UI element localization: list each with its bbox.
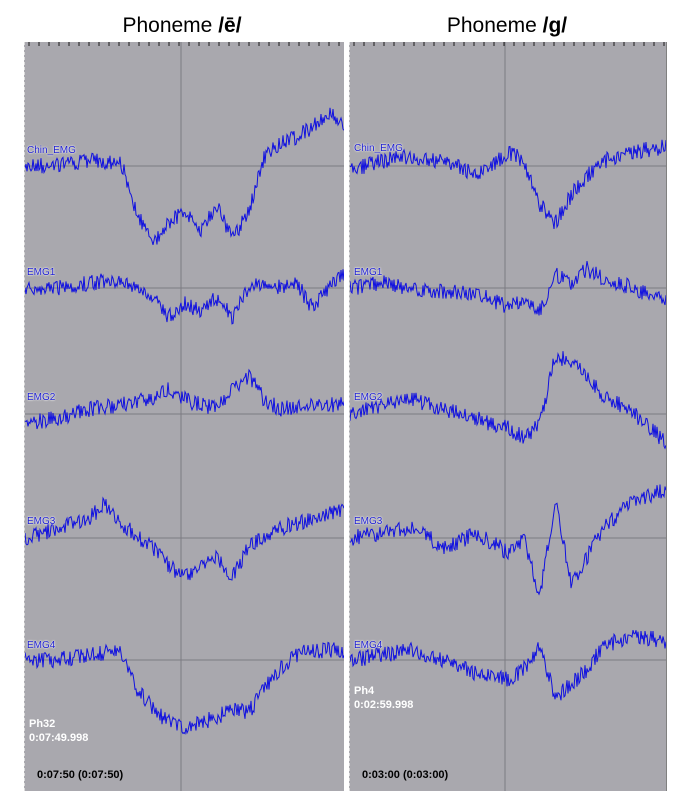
- emg-trace-emg4: [350, 629, 666, 701]
- channel-label: EMG1: [27, 267, 56, 278]
- emg-traces-left: [25, 42, 344, 791]
- channel-label: EMG2: [27, 392, 56, 403]
- channel-label: EMG4: [27, 640, 56, 651]
- time-footer: 0:03:00 (0:03:00): [362, 769, 449, 781]
- channel-label: EMG3: [354, 516, 383, 527]
- emg-trace-emg3: [25, 496, 344, 581]
- emg-panel-right: Chin_EMG EMG1 EMG2 EMG3 EMG4 Ph4 0:02:59…: [349, 42, 667, 791]
- emg-trace-emg2: [350, 351, 666, 450]
- channel-label: Chin_EMG: [27, 145, 76, 156]
- channel-label: EMG2: [354, 392, 383, 403]
- emg-trace-emg4: [25, 641, 344, 735]
- emg-panel-left: Chin_EMG EMG1 EMG2 EMG3 EMG4 Ph32 0:07:4…: [24, 42, 344, 791]
- title-prefix: Phoneme: [122, 14, 219, 37]
- channel-label: Chin_EMG: [354, 143, 403, 154]
- emg-trace-chin-emg: [25, 107, 344, 246]
- emg-traces-right: [350, 42, 666, 791]
- title-phoneme: /g/: [542, 14, 568, 37]
- emg-trace-emg3: [350, 484, 666, 596]
- channel-label: EMG1: [354, 267, 383, 278]
- title-phoneme: /ē/: [218, 14, 242, 37]
- marker-time: 0:07:49.998: [29, 732, 89, 744]
- time-footer: 0:07:50 (0:07:50): [37, 769, 124, 781]
- emg-trace-emg1: [25, 269, 344, 325]
- marker-time: 0:02:59.998: [354, 699, 414, 711]
- panel-title: Phoneme /g/: [348, 14, 666, 38]
- channel-label: EMG3: [27, 516, 56, 527]
- emg-trace-emg1: [350, 261, 666, 316]
- marker-label: Ph32: [29, 718, 56, 730]
- emg-trace-emg2: [25, 368, 344, 430]
- channel-label: EMG4: [354, 640, 383, 651]
- title-prefix: Phoneme: [446, 14, 543, 37]
- emg-trace-chin-emg: [350, 139, 666, 229]
- marker-label: Ph4: [354, 685, 375, 697]
- panel-title: Phoneme /ē/: [22, 14, 342, 38]
